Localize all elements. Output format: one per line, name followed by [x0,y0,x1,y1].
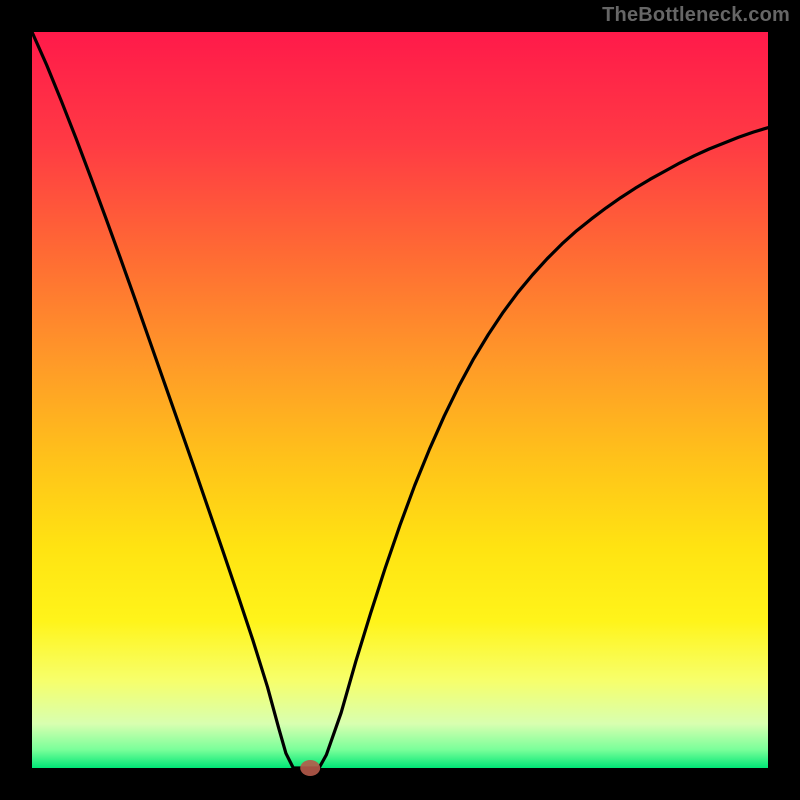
watermark-text: TheBottleneck.com [602,4,790,27]
plot-background [32,32,768,768]
chart-stage: TheBottleneck.com [0,0,800,800]
bottleneck-chart [0,0,800,800]
optimum-marker [300,760,320,776]
